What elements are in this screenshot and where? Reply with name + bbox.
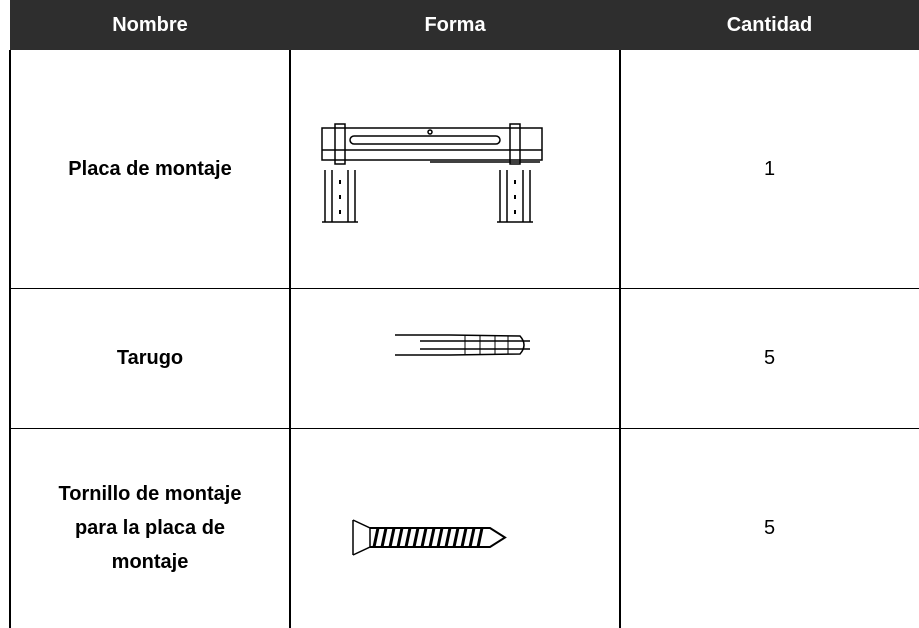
quantity-cell: 5 xyxy=(763,516,776,539)
quantity-cell: 5 xyxy=(763,346,776,369)
part-name: Placa de montaje xyxy=(68,158,232,180)
shape-drawings xyxy=(321,123,543,556)
row-border xyxy=(10,428,919,429)
name-cell: Placa de montaje xyxy=(10,50,290,288)
name-cell: Tarugo xyxy=(10,288,290,428)
row-border xyxy=(10,288,919,289)
part-name: Tornillo de montaje para la placa de mon… xyxy=(58,483,242,573)
header-cell: Cantidad xyxy=(620,0,919,50)
header-cell: Forma xyxy=(290,0,620,50)
header-cell: Nombre xyxy=(10,0,290,50)
wall-plug-icon xyxy=(395,334,530,356)
column-border xyxy=(619,50,621,628)
name-cell: Tornillo de montaje para la placa de mon… xyxy=(10,428,290,628)
mounting-plate-icon xyxy=(321,123,543,223)
quantity-cell: 1 xyxy=(763,157,776,180)
part-name: Tarugo xyxy=(116,347,184,369)
column-border xyxy=(289,50,291,628)
screw-icon xyxy=(352,519,507,556)
column-border xyxy=(9,50,11,628)
